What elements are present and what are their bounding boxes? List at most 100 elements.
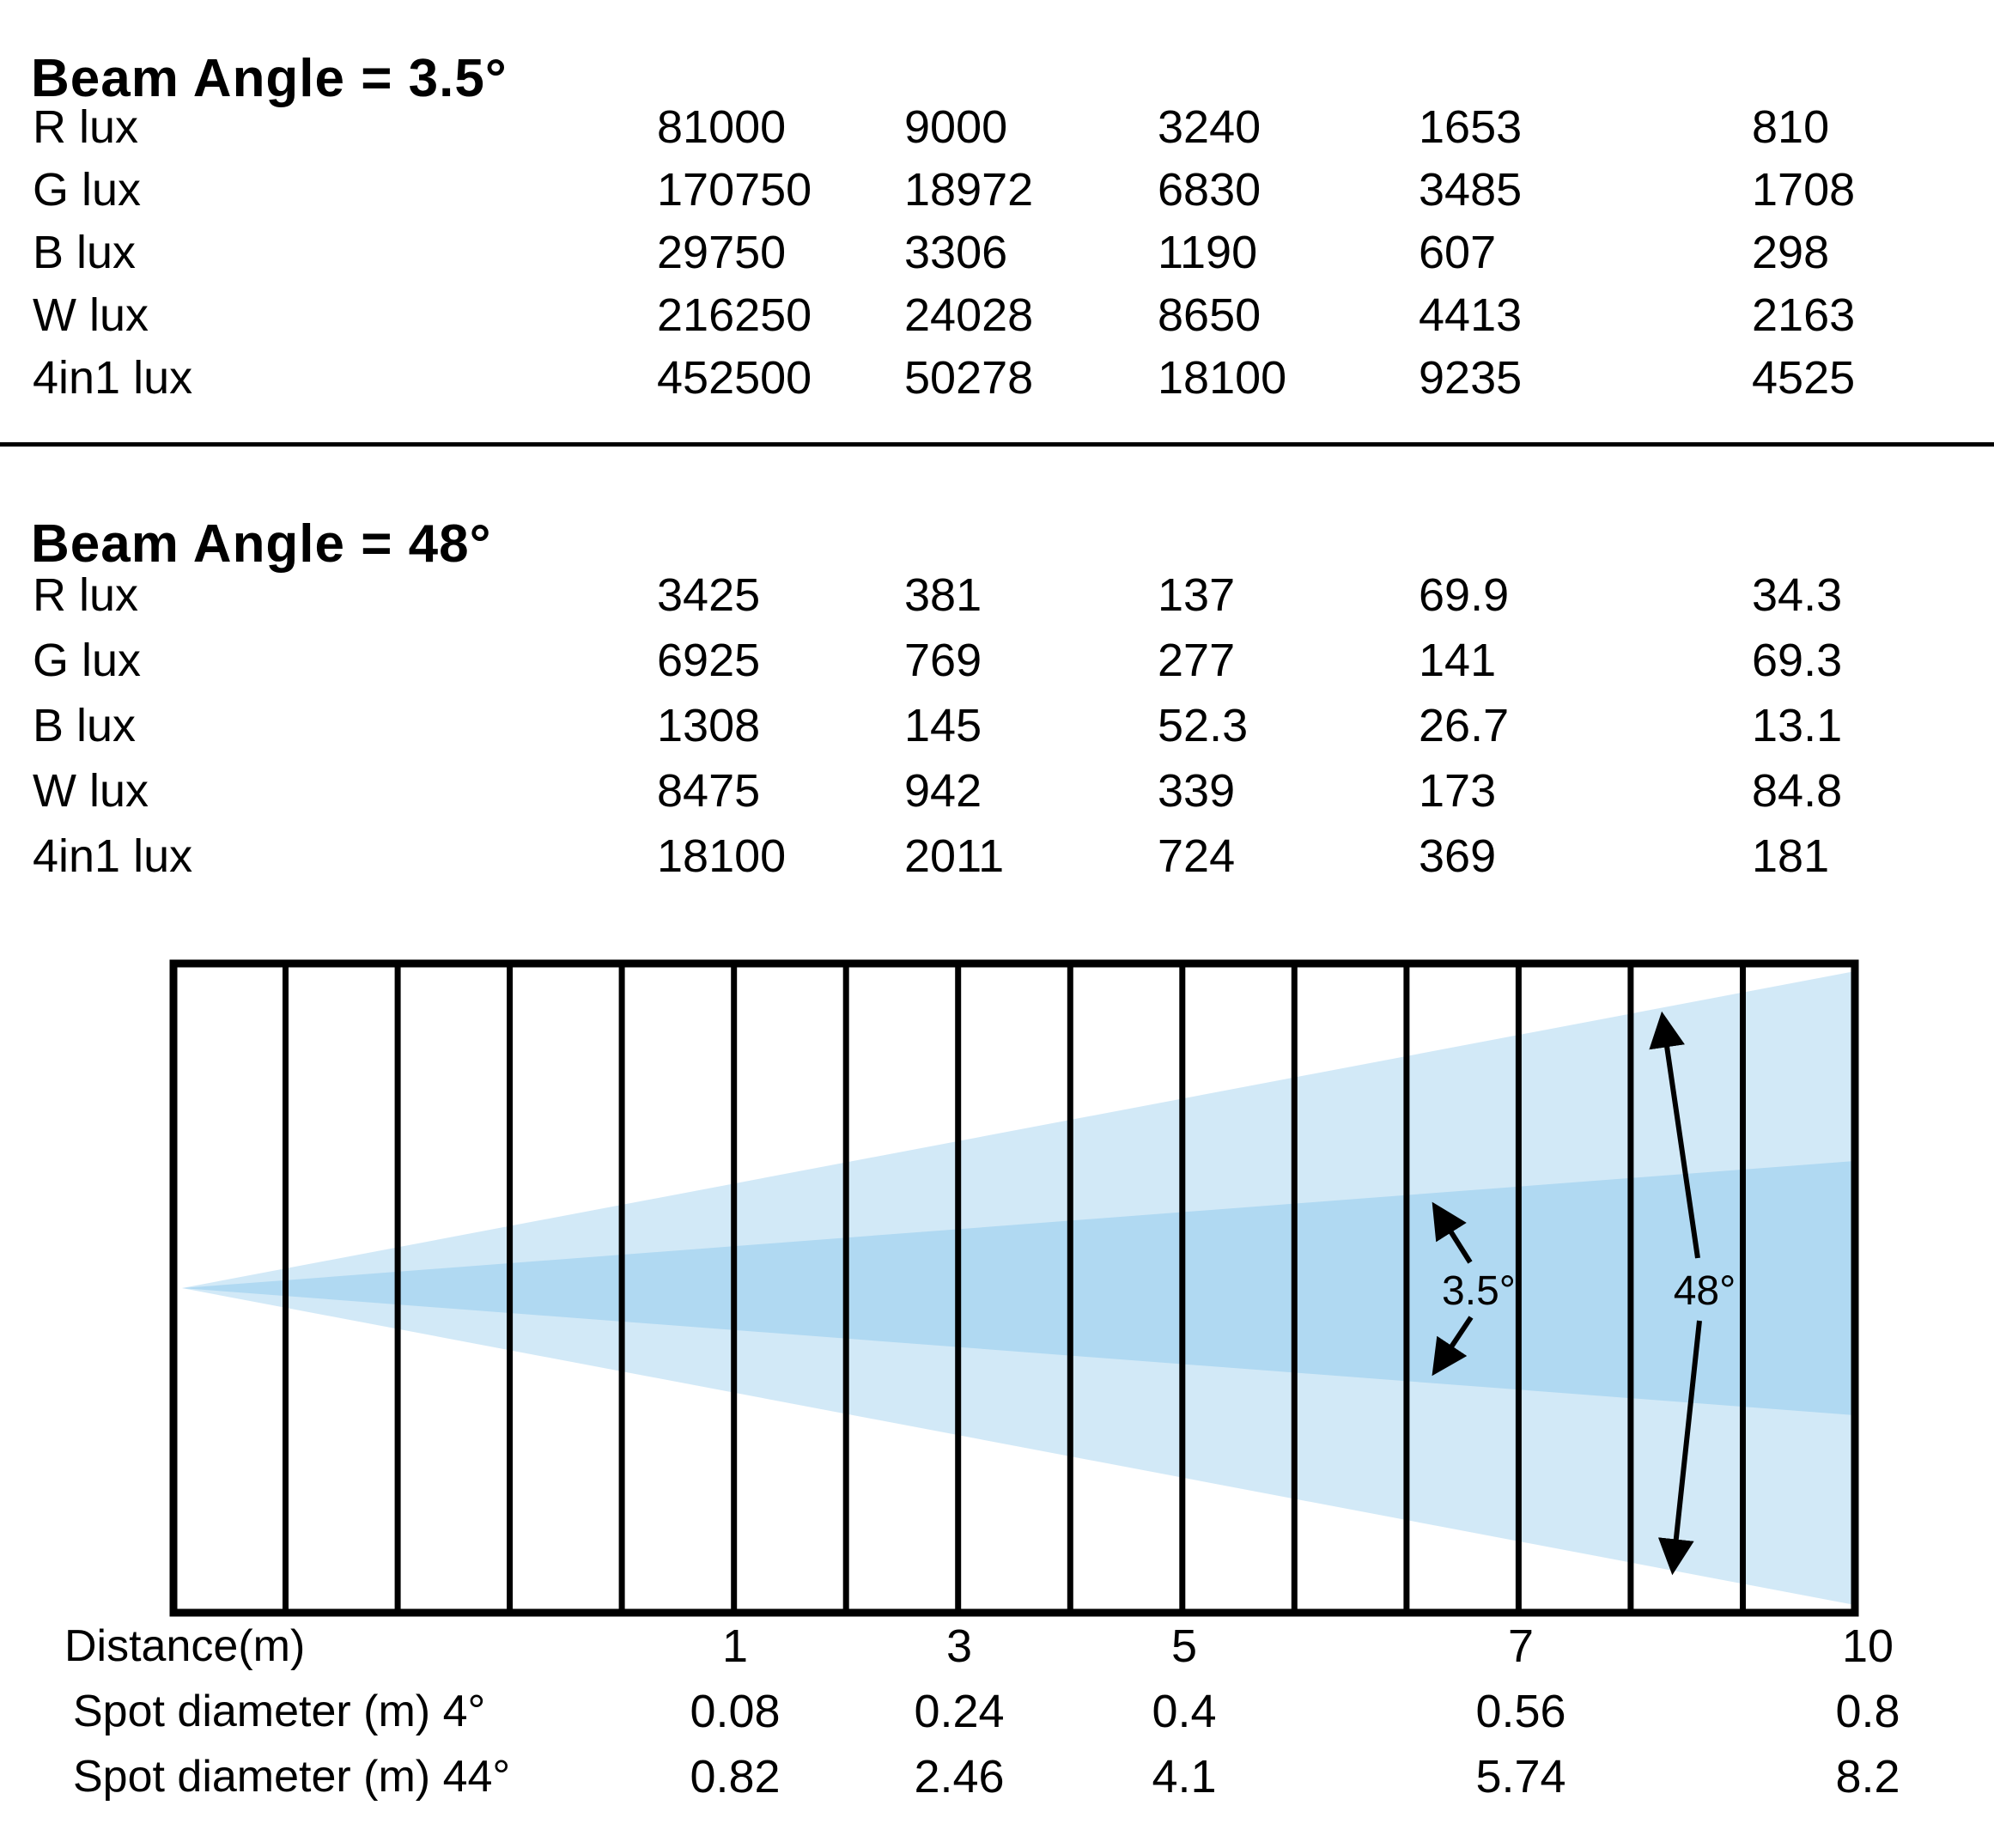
row-label: B lux (33, 227, 137, 278)
row-label: R lux (33, 569, 139, 621)
table-row: G lux 170750 18972 6830 3485 1708 (0, 159, 1994, 222)
section-divider (0, 442, 1994, 447)
lux-table-3-5deg: R lux 81000 9000 3240 1653 810 G lux 170750 1897… (0, 96, 1994, 410)
table-row: W lux 216250 24028 8650 4413 2163 (0, 284, 1994, 347)
lux-value: 942 (904, 765, 982, 817)
lux-value: 29750 (657, 227, 787, 278)
lux-value: 339 (1158, 765, 1236, 817)
row-label: G lux (33, 164, 142, 216)
lux-value: 170750 (657, 164, 812, 216)
spot-diameter-44deg-row: Spot diameter (m) 44° 0.82 2.46 4.1 5.74 8.2 (0, 1750, 1994, 1803)
axis-value: 3 (945, 1620, 973, 1672)
table-row: R lux 3425 381 137 69.9 34.3 (0, 562, 1994, 628)
table-row: W lux 8475 942 339 173 84.8 (0, 758, 1994, 824)
lux-value: 69.9 (1419, 569, 1510, 621)
lux-value: 810 (1752, 101, 1830, 153)
axis-value: 0.82 (690, 1751, 781, 1802)
axis-value: 0.24 (914, 1686, 1005, 1737)
lux-value: 216250 (657, 289, 812, 341)
axis-value: 2.46 (914, 1751, 1005, 1802)
lux-value: 607 (1419, 227, 1497, 278)
table-row: 4in1 lux 452500 50278 18100 9235 4525 (0, 347, 1994, 410)
lux-value: 9235 (1419, 352, 1523, 404)
lux-value: 18972 (904, 164, 1034, 216)
axis-value: 0.08 (690, 1686, 781, 1737)
row-label: R lux (33, 101, 139, 153)
wide-angle-label: 48° (1674, 1268, 1736, 1314)
beam-angle-48-title: Beam Angle = 48° (31, 514, 492, 574)
lux-value: 1708 (1752, 164, 1856, 216)
lux-value: 1653 (1419, 101, 1523, 153)
diagram-border (169, 959, 1859, 1617)
lux-value: 145 (904, 700, 982, 751)
lux-value: 50278 (904, 352, 1034, 404)
lux-value: 52.3 (1158, 700, 1249, 751)
lux-value: 369 (1419, 830, 1497, 882)
row-label: 4in1 lux (33, 352, 193, 404)
lux-value: 84.8 (1752, 765, 1843, 817)
spot-diameter-4deg-label: Spot diameter (m) 4° (73, 1687, 486, 1736)
wide-angle-arrows (1649, 1011, 1702, 1576)
beam-cone-diagram: 3.5° 48° (169, 959, 1859, 1617)
row-label: G lux (33, 635, 142, 686)
axis-value: 0.4 (1152, 1686, 1217, 1737)
lux-value: 24028 (904, 289, 1034, 341)
lux-value: 2163 (1752, 289, 1856, 341)
lux-value: 6830 (1158, 164, 1261, 216)
axis-value: 1 (721, 1620, 749, 1672)
lux-value: 277 (1158, 635, 1236, 686)
lux-value: 81000 (657, 101, 787, 153)
beam-angle-3-5-title: Beam Angle = 3.5° (31, 48, 508, 108)
axis-value: 0.56 (1475, 1686, 1566, 1737)
spot-diameter-4deg-row: Spot diameter (m) 4° 0.08 0.24 0.4 0.56 0.8 (0, 1685, 1994, 1738)
lux-value: 3485 (1419, 164, 1523, 216)
table-row: B lux 1308 145 52.3 26.7 13.1 (0, 693, 1994, 758)
lux-value: 724 (1158, 830, 1236, 882)
lux-value: 452500 (657, 352, 812, 404)
row-label: W lux (33, 289, 149, 341)
axis-value: 8.2 (1835, 1751, 1900, 1802)
narrow-angle-arrows (1432, 1201, 1474, 1377)
lux-value: 298 (1752, 227, 1830, 278)
lux-value: 18100 (657, 830, 787, 882)
table-row: B lux 29750 3306 1190 607 298 (0, 222, 1994, 284)
lux-value: 4525 (1752, 352, 1856, 404)
lux-value: 3240 (1158, 101, 1261, 153)
lux-value: 18100 (1158, 352, 1287, 404)
distance-gridlines (283, 964, 1746, 1613)
distance-axis-label: Distance(m) (64, 1621, 306, 1671)
lux-value: 3425 (657, 569, 761, 621)
lux-value: 173 (1419, 765, 1497, 817)
lux-value: 1190 (1158, 227, 1258, 278)
narrow-angle-label: 3.5° (1442, 1268, 1516, 1314)
lux-value: 3306 (904, 227, 1008, 278)
axis-value: 5.74 (1475, 1751, 1566, 1802)
table-row: R lux 81000 9000 3240 1653 810 (0, 96, 1994, 159)
lux-value: 4413 (1419, 289, 1523, 341)
lux-value: 769 (904, 635, 982, 686)
lux-table-48deg: R lux 3425 381 137 69.9 34.3 G lux 6925 769 277 14… (0, 562, 1994, 889)
lux-value: 9000 (904, 101, 1008, 153)
axis-value: 10 (1841, 1620, 1894, 1672)
lux-value: 34.3 (1752, 569, 1843, 621)
axis-value: 0.8 (1835, 1686, 1900, 1737)
lux-value: 69.3 (1752, 635, 1843, 686)
axis-value: 4.1 (1152, 1751, 1217, 1802)
axis-value: 5 (1170, 1620, 1198, 1672)
lux-value: 26.7 (1419, 700, 1510, 751)
lux-value: 141 (1419, 635, 1497, 686)
lux-value: 381 (904, 569, 982, 621)
row-label: 4in1 lux (33, 830, 193, 882)
lux-value: 2011 (904, 830, 1005, 882)
lux-value: 1308 (657, 700, 761, 751)
lux-value: 6925 (657, 635, 761, 686)
table-row: 4in1 lux 18100 2011 724 369 181 (0, 824, 1994, 889)
lux-value: 13.1 (1752, 700, 1843, 751)
lux-value: 181 (1752, 830, 1830, 882)
row-label: W lux (33, 765, 149, 817)
lux-value: 8650 (1158, 289, 1261, 341)
lux-value: 8475 (657, 765, 761, 817)
distance-axis-row: Distance(m) 1 3 5 7 10 (0, 1620, 1994, 1673)
axis-value: 7 (1507, 1620, 1535, 1672)
row-label: B lux (33, 700, 137, 751)
